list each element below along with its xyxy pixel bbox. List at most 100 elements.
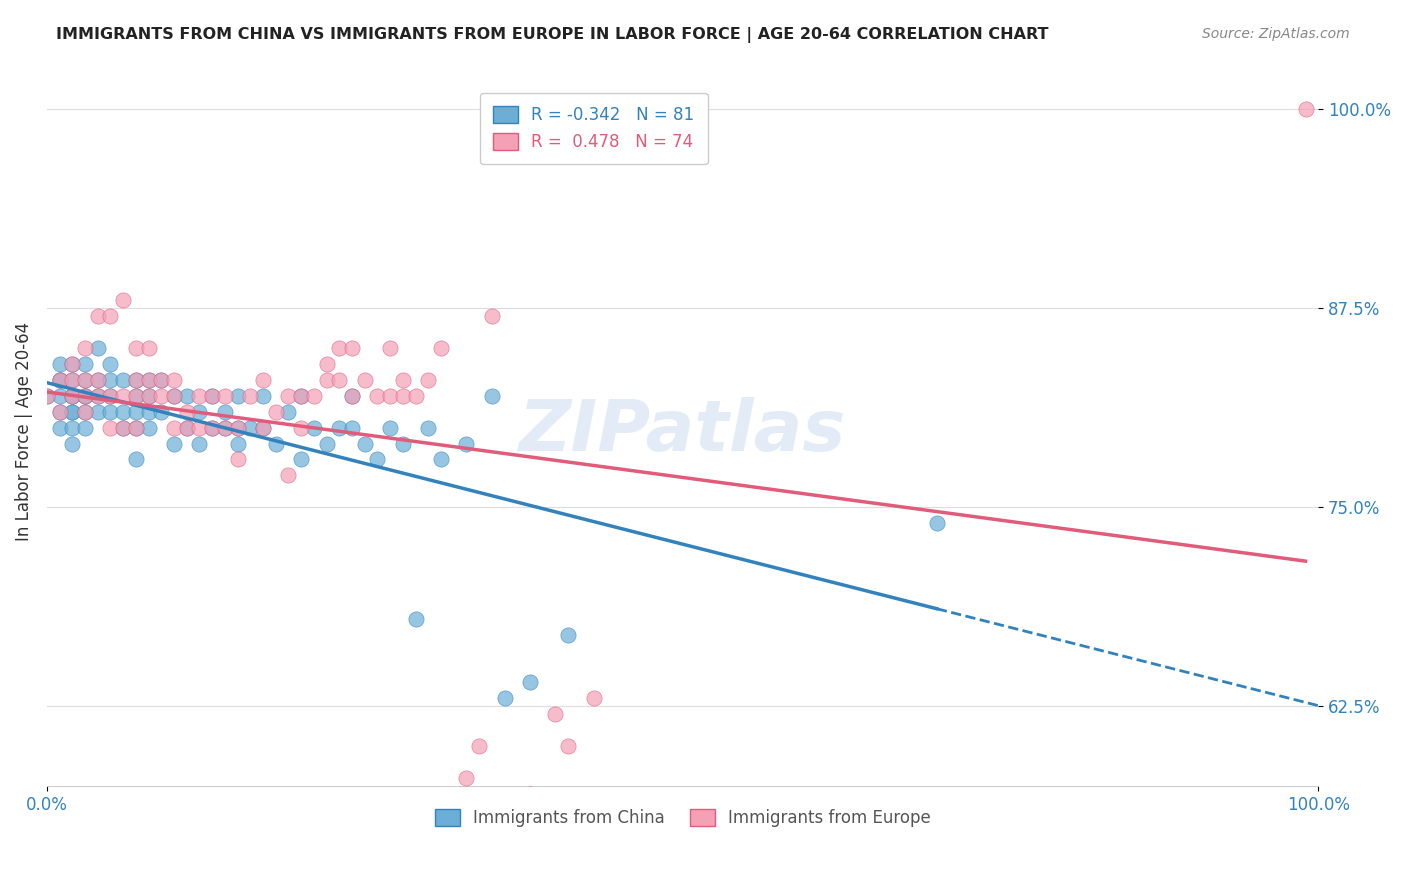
- Point: [125, 389, 148, 403]
- Point: [163, 389, 186, 403]
- Point: [188, 389, 211, 403]
- Point: [340, 341, 363, 355]
- Point: [100, 389, 122, 403]
- Point: [138, 373, 160, 387]
- Point: [582, 691, 605, 706]
- Point: [125, 420, 148, 434]
- Point: [73, 341, 96, 355]
- Point: [277, 389, 299, 403]
- Point: [60, 405, 83, 419]
- Point: [48, 389, 70, 403]
- Point: [125, 373, 148, 387]
- Point: [226, 389, 249, 403]
- Point: [1295, 103, 1317, 117]
- Point: [87, 373, 110, 387]
- Point: [302, 420, 325, 434]
- Point: [239, 389, 262, 403]
- Point: [214, 420, 236, 434]
- Point: [201, 389, 224, 403]
- Point: [48, 420, 70, 434]
- Point: [340, 420, 363, 434]
- Point: [35, 389, 58, 403]
- Point: [456, 771, 478, 785]
- Point: [60, 405, 83, 419]
- Point: [87, 309, 110, 323]
- Point: [214, 405, 236, 419]
- Point: [252, 420, 274, 434]
- Point: [264, 405, 287, 419]
- Point: [315, 373, 337, 387]
- Point: [125, 405, 148, 419]
- Point: [48, 373, 70, 387]
- Point: [150, 405, 173, 419]
- Point: [87, 405, 110, 419]
- Point: [87, 341, 110, 355]
- Point: [328, 373, 350, 387]
- Point: [353, 373, 375, 387]
- Point: [456, 436, 478, 450]
- Point: [125, 389, 148, 403]
- Point: [468, 739, 491, 753]
- Point: [405, 389, 427, 403]
- Point: [366, 389, 388, 403]
- Point: [163, 389, 186, 403]
- Point: [328, 341, 350, 355]
- Point: [481, 389, 503, 403]
- Point: [87, 373, 110, 387]
- Point: [290, 452, 312, 467]
- Point: [214, 389, 236, 403]
- Point: [430, 341, 453, 355]
- Point: [163, 420, 186, 434]
- Point: [60, 373, 83, 387]
- Point: [112, 405, 135, 419]
- Point: [60, 373, 83, 387]
- Point: [60, 436, 83, 450]
- Point: [519, 675, 541, 690]
- Point: [48, 373, 70, 387]
- Point: [48, 373, 70, 387]
- Point: [60, 357, 83, 371]
- Point: [87, 389, 110, 403]
- Point: [188, 420, 211, 434]
- Point: [252, 420, 274, 434]
- Point: [125, 452, 148, 467]
- Point: [226, 420, 249, 434]
- Point: [73, 373, 96, 387]
- Point: [100, 373, 122, 387]
- Point: [494, 691, 516, 706]
- Point: [418, 373, 440, 387]
- Point: [290, 389, 312, 403]
- Point: [60, 389, 83, 403]
- Point: [35, 389, 58, 403]
- Point: [73, 389, 96, 403]
- Point: [48, 405, 70, 419]
- Point: [73, 373, 96, 387]
- Point: [392, 436, 415, 450]
- Point: [138, 373, 160, 387]
- Point: [315, 357, 337, 371]
- Point: [328, 420, 350, 434]
- Point: [48, 357, 70, 371]
- Point: [100, 389, 122, 403]
- Point: [138, 420, 160, 434]
- Point: [277, 405, 299, 419]
- Point: [112, 293, 135, 308]
- Point: [302, 389, 325, 403]
- Point: [340, 389, 363, 403]
- Point: [138, 405, 160, 419]
- Point: [73, 357, 96, 371]
- Point: [150, 373, 173, 387]
- Point: [925, 516, 948, 530]
- Point: [60, 389, 83, 403]
- Point: [100, 309, 122, 323]
- Point: [125, 420, 148, 434]
- Point: [138, 389, 160, 403]
- Point: [125, 341, 148, 355]
- Point: [163, 436, 186, 450]
- Point: [430, 452, 453, 467]
- Point: [176, 405, 198, 419]
- Point: [112, 373, 135, 387]
- Point: [188, 405, 211, 419]
- Point: [252, 389, 274, 403]
- Point: [481, 309, 503, 323]
